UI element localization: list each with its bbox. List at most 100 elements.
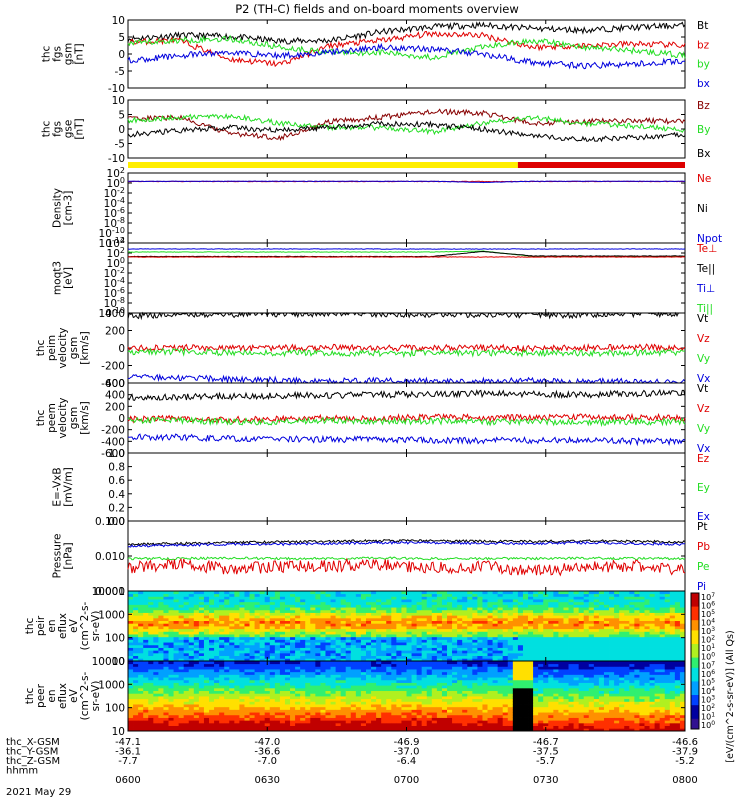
spectrogram-cell [655, 607, 660, 610]
spectrogram-cell [199, 623, 204, 626]
spectrogram-cell [300, 701, 305, 704]
spectrogram-cell [320, 594, 325, 597]
spectrogram-cell [153, 607, 158, 610]
spectrogram-cell [477, 631, 482, 634]
spectrogram-cell [386, 666, 391, 669]
spectrogram-cell [498, 610, 503, 613]
spectrogram-cell [244, 623, 249, 626]
spectrogram-cell [579, 607, 584, 610]
spectrogram-cell [133, 629, 138, 632]
spectrogram-cell [467, 599, 472, 602]
spectrogram-cell [614, 645, 619, 648]
spectrogram-cell [285, 639, 290, 642]
spectrogram-cell [310, 613, 315, 616]
spectrogram-cell [589, 604, 594, 607]
spectrogram-cell [325, 645, 330, 648]
y-axis-label: E=-VxB[mV/m] [52, 467, 75, 506]
y-tick-label: 0.2 [108, 502, 125, 514]
spectrogram-cell [432, 720, 437, 723]
spectrogram-cell [133, 723, 138, 726]
spectrogram-cell [553, 602, 558, 605]
spectrogram-cell [417, 637, 422, 640]
spectrogram-cell [275, 650, 280, 653]
spectrogram-cell [518, 615, 523, 618]
spectrogram-cell [148, 650, 153, 653]
spectrogram-cell [391, 677, 396, 680]
spectrogram-cell [432, 707, 437, 710]
spectrogram-cell [604, 621, 609, 624]
spectrogram-cell [184, 645, 189, 648]
panel-4: 4002000-200-400thcpeimvelocitygsm[km/s]V… [35, 308, 710, 390]
spectrogram-cell [665, 629, 670, 632]
spectrogram-cell [563, 621, 568, 624]
spectrogram-cell [396, 613, 401, 616]
spectrogram-cell [351, 637, 356, 640]
spectrogram-cell [179, 604, 184, 607]
spectrogram-cell [589, 642, 594, 645]
spectrogram-cell [396, 618, 401, 621]
spectrogram-cell [163, 680, 168, 683]
spectrogram-cell [346, 615, 351, 618]
spectrogram-cell [452, 672, 457, 675]
spectrogram-cell [158, 594, 163, 597]
spectrogram-cell [437, 615, 442, 618]
y-tick-label: -10 [108, 83, 125, 95]
spectrogram-cell [295, 631, 300, 634]
spectrogram-cell [569, 604, 574, 607]
spectrogram-cell [407, 672, 412, 675]
spectrogram-cell [366, 701, 371, 704]
spectrogram-cell [153, 621, 158, 624]
spectrogram-cell [422, 691, 427, 694]
spectrogram-cell [442, 648, 447, 651]
spectrogram-cell [179, 607, 184, 610]
spectrogram-cell [219, 683, 224, 686]
spectrogram-cell [270, 613, 275, 616]
spectrogram-cell [660, 599, 665, 602]
spectrogram-cell [427, 642, 432, 645]
spectrogram-cell [341, 602, 346, 605]
y-tick-label: -200 [101, 425, 125, 437]
spectrogram-cell [158, 610, 163, 613]
spectrogram-cell [275, 602, 280, 605]
spectrogram-cell [214, 631, 219, 634]
spectrogram-cell [194, 618, 199, 621]
spectrogram-cell [634, 650, 639, 653]
spectrogram-cell [442, 650, 447, 653]
spectrogram-cell [341, 629, 346, 632]
spectrogram-cell [153, 642, 158, 645]
spectrogram-cell [229, 594, 234, 597]
spectrogram-cell [341, 666, 346, 669]
spectrogram-cell [376, 677, 381, 680]
spectrogram-cell [224, 720, 229, 723]
spectrogram-cell [366, 645, 371, 648]
spectrogram-cell [624, 594, 629, 597]
spectrogram-cell [189, 613, 194, 616]
spectrogram-cell [260, 650, 265, 653]
spectrogram-cell [285, 677, 290, 680]
spectrogram-cell [457, 709, 462, 712]
spectrogram-cell [447, 596, 452, 599]
spectrogram-cell [437, 691, 442, 694]
spectrogram-cell [336, 621, 341, 624]
spectrogram-cell [234, 666, 239, 669]
spectrogram-cell [361, 604, 366, 607]
spectrogram-cell [128, 688, 133, 691]
spectrogram-cell [229, 645, 234, 648]
spectrogram-cell [153, 618, 158, 621]
spectrogram-cell [204, 683, 209, 686]
spectrogram-cell [158, 613, 163, 616]
spectrogram-cell [270, 712, 275, 715]
spectrogram-cell [391, 604, 396, 607]
y-axis-label: Density[cm-3] [52, 188, 75, 228]
spectrogram-cell [260, 683, 265, 686]
spectrogram-cell [589, 650, 594, 653]
spectrogram-cell [558, 650, 563, 653]
spectrogram-cell [553, 634, 558, 637]
spectrogram-cell [295, 613, 300, 616]
spectrogram-cell [270, 615, 275, 618]
spectrogram-cell [255, 623, 260, 626]
spectrogram-cell [179, 653, 184, 656]
spectrogram-cell [290, 723, 295, 726]
spectrogram-cell [462, 683, 467, 686]
spectrogram-cell [234, 594, 239, 597]
